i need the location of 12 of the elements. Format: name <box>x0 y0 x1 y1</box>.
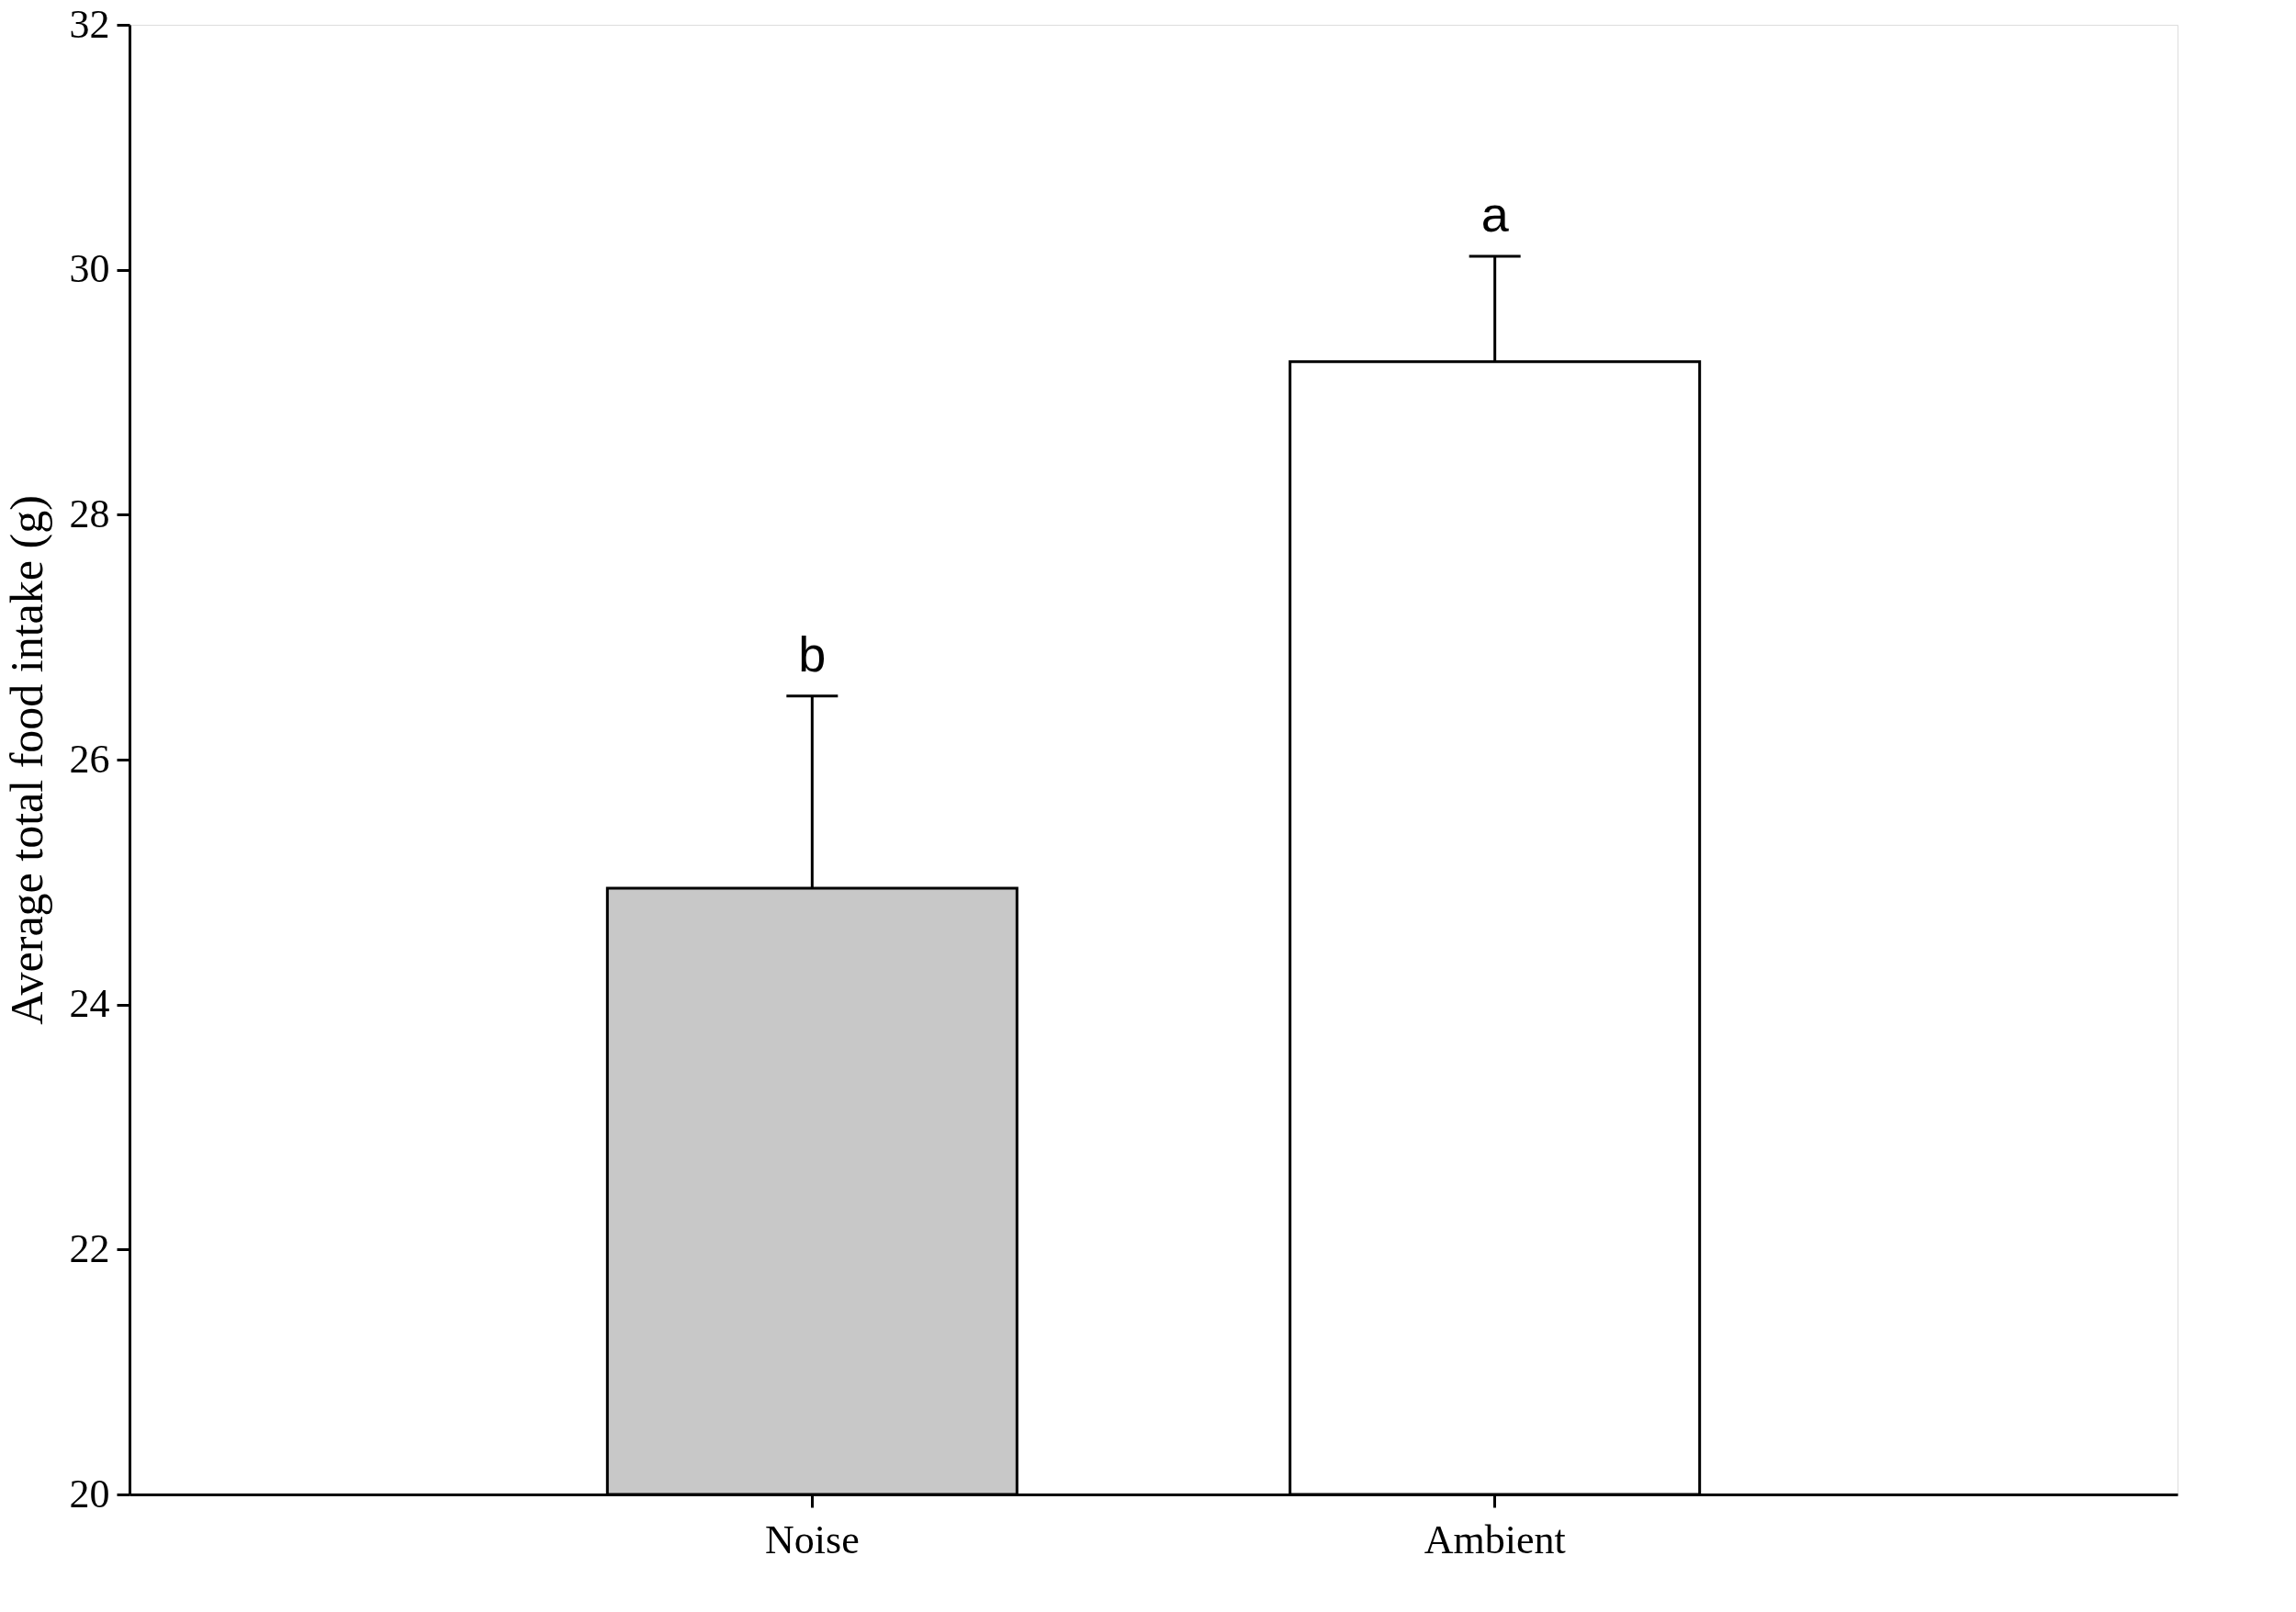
y-tick-label: 26 <box>69 736 110 782</box>
annotation: a <box>1480 186 1510 242</box>
x-tick-label: Noise <box>765 1516 860 1562</box>
y-tick-label: 32 <box>69 1 110 47</box>
y-tick-label: 30 <box>69 246 110 292</box>
y-axis-title: Average total food intake (g) <box>0 495 52 1025</box>
y-tick-label: 22 <box>69 1225 110 1271</box>
y-tick-label: 20 <box>69 1471 110 1516</box>
annotation: b <box>798 626 827 682</box>
y-tick-label: 28 <box>69 490 110 536</box>
y-tick-label: 24 <box>69 981 110 1027</box>
x-tick-label: Ambient <box>1424 1516 1566 1562</box>
